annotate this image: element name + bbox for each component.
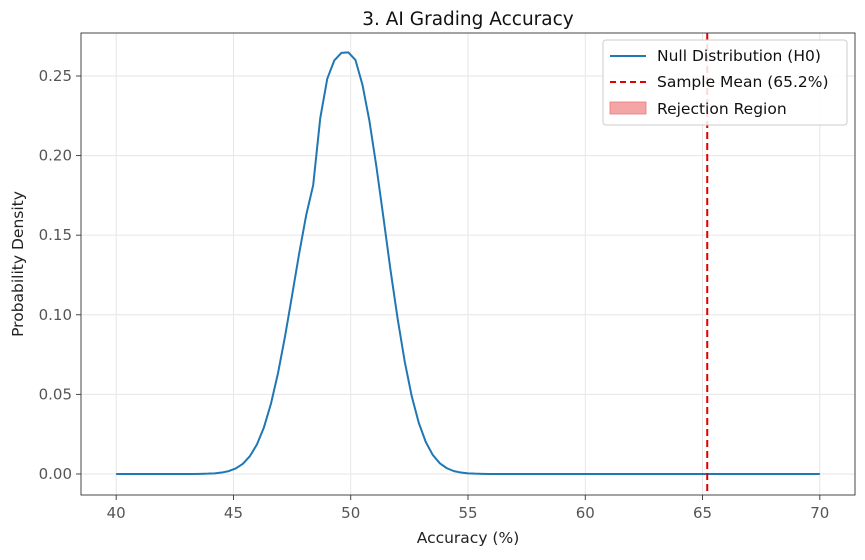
x-axis-label: Accuracy (%) — [417, 529, 520, 547]
x-tick-label: 40 — [107, 504, 126, 522]
legend: Null Distribution (H0) Sample Mean (65.2… — [602, 39, 848, 126]
y-tick-label: 0.25 — [39, 67, 72, 85]
y-tick-label: 0.20 — [39, 147, 72, 165]
x-tick-label: 70 — [810, 504, 829, 522]
chart-title: 3. AI Grading Accuracy — [362, 9, 574, 30]
y-tick-label: 0.05 — [39, 385, 72, 403]
y-axis-label: Probability Density — [9, 191, 27, 337]
x-tick-label: 55 — [458, 504, 477, 522]
x-tick-label: 60 — [576, 504, 595, 522]
legend-label-rejection-region: Rejection Region — [657, 100, 787, 118]
legend-box — [602, 39, 848, 126]
legend-label-null-distribution: Null Distribution (H0) — [657, 47, 821, 65]
series-line-null-distribution — [116, 51, 820, 475]
legend-swatch-rejection-region — [609, 101, 647, 115]
y-tick-label: 0.00 — [39, 465, 72, 483]
series-layer — [116, 51, 820, 475]
y-axis-ticks: 0.00 0.05 0.10 0.15 0.20 0.25 — [39, 67, 81, 483]
x-tick-label: 45 — [224, 504, 243, 522]
y-tick-label: 0.10 — [39, 306, 72, 324]
x-tick-label: 50 — [341, 504, 360, 522]
x-tick-label: 65 — [693, 504, 712, 522]
legend-label-sample-mean: Sample Mean (65.2%) — [657, 73, 829, 91]
y-tick-label: 0.15 — [39, 226, 72, 244]
x-axis-ticks: 40 45 50 55 60 65 70 — [107, 495, 829, 522]
